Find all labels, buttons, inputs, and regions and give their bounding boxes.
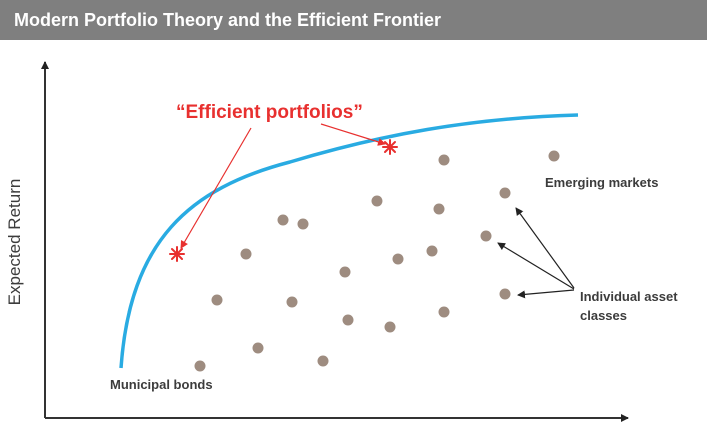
individual-arrow-low [517, 289, 575, 299]
page-title: Modern Portfolio Theory and the Efficien… [14, 10, 442, 30]
asset-dot [211, 294, 223, 306]
asset-dot [339, 266, 351, 278]
asset-dot [240, 248, 252, 260]
individual-arrow-mid [497, 242, 575, 290]
asset-dot [384, 321, 396, 333]
asset-dots [194, 150, 560, 372]
emerging-markets-label: Emerging markets [545, 175, 658, 190]
asset-dot [252, 342, 264, 354]
asset-dot [438, 154, 450, 166]
y-axis-label: Expected Return [5, 179, 24, 306]
asset-dot [480, 230, 492, 242]
individual-arrow-top [515, 207, 575, 289]
municipal-bonds-label: Municipal bonds [110, 377, 213, 392]
asset-dot [194, 360, 206, 372]
asset-dot [499, 187, 511, 199]
asset-dot [433, 203, 445, 215]
efficient-portfolios-label: “Efficient portfolios” [176, 102, 363, 123]
individual-asset-label-line1: Individual asset [580, 289, 678, 304]
asset-dot [286, 296, 298, 308]
efficient-arrow-lower [180, 127, 252, 249]
asset-dot [297, 218, 309, 230]
efficient-frontier-curve [119, 113, 579, 369]
individual-asset-label-line2: classes [580, 308, 627, 323]
asset-dot [438, 306, 450, 318]
asset-dot [392, 253, 404, 265]
asset-dot [342, 314, 354, 326]
efficient-marker-lower [169, 246, 185, 262]
title-bar: Modern Portfolio Theory and the Efficien… [0, 0, 707, 40]
asset-dot [317, 355, 329, 367]
asset-dot [426, 245, 438, 257]
asset-dot [548, 150, 560, 162]
asset-dot [277, 214, 289, 226]
asset-dot [371, 195, 383, 207]
efficient-arrow-upper [320, 123, 386, 146]
efficient-marker-upper [382, 139, 398, 155]
asset-dot [499, 288, 511, 300]
